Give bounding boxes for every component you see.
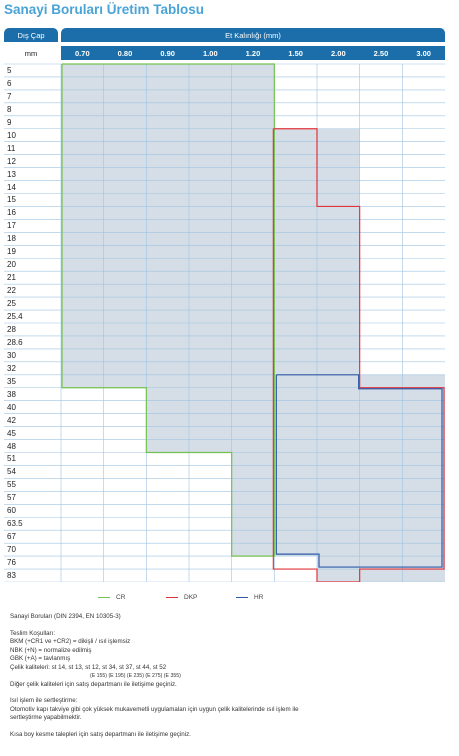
other-grades-note: Diğer çelik kaliteleri için satış depart… bbox=[10, 680, 177, 688]
column-header: 1.00 bbox=[203, 48, 218, 58]
unit-header: mm bbox=[24, 48, 38, 58]
grades-sub-note: (E 155) (E 195) (E 235) (E 275) (E 355) bbox=[90, 673, 181, 679]
legend-dkp-label: DKP bbox=[184, 594, 198, 601]
legend-dkp-swatch bbox=[166, 597, 178, 598]
hr-outline bbox=[275, 374, 443, 568]
row-label: 21 bbox=[7, 273, 16, 283]
row-label: 40 bbox=[7, 402, 16, 412]
legend-cr-label: CR bbox=[116, 594, 126, 601]
legend-cr-swatch bbox=[98, 597, 110, 598]
row-label: 83 bbox=[7, 571, 16, 581]
row-label: 14 bbox=[7, 182, 16, 192]
row-label: 32 bbox=[7, 363, 16, 373]
page-title: Sanayi Boruları Üretim Tablosu bbox=[4, 2, 205, 17]
heat-line-2: sertleştirme yapabilmektir. bbox=[10, 714, 82, 721]
nbk-note: NBK (+N) = normalize edilmiş bbox=[10, 646, 92, 654]
row-label: 9 bbox=[7, 117, 12, 127]
row-label: 48 bbox=[7, 441, 16, 451]
outer-diameter-header: Dış Çap bbox=[4, 28, 58, 42]
row-label: 63.5 bbox=[7, 519, 23, 529]
row-label: 13 bbox=[7, 169, 16, 179]
table-grid bbox=[4, 46, 445, 582]
row-label: 5 bbox=[7, 65, 12, 75]
row-label: 10 bbox=[7, 130, 16, 140]
delivery-title: Teslim Koşulları: bbox=[10, 629, 56, 637]
row-label: 6 bbox=[7, 78, 12, 88]
row-label: 7 bbox=[7, 91, 12, 101]
thickness-header: Et Kalınlığı (mm) bbox=[61, 28, 445, 42]
heat-line-1: Otomotiv kapı takviye gibi çok yüksek mu… bbox=[10, 705, 299, 713]
gbk-note: GBK (+A) = tavlanmış bbox=[10, 655, 71, 662]
legend-cr: CR bbox=[98, 594, 125, 601]
column-header: 0.70 bbox=[75, 48, 90, 58]
dkp-outline bbox=[272, 128, 445, 582]
production-table: Dış Çap Et Kalınlığı (mm) mm 0.70 0.80 0.9… bbox=[4, 28, 445, 582]
row-label: 70 bbox=[7, 545, 16, 555]
legend: CR DKP HR bbox=[4, 594, 445, 606]
row-label: 76 bbox=[7, 558, 16, 568]
heat-title: Isıl işlem ile sertleştirme: bbox=[10, 697, 78, 704]
availability-fill bbox=[274, 128, 317, 557]
row-label: 19 bbox=[7, 247, 16, 257]
row-label: 45 bbox=[7, 428, 16, 438]
row-label: 57 bbox=[7, 493, 16, 503]
row-label: 25.4 bbox=[7, 312, 23, 322]
column-header: 2.50 bbox=[373, 48, 389, 58]
grades-note: Çelik kaliteleri: st 14, st 13, st 12, s… bbox=[10, 663, 167, 671]
row-label: 42 bbox=[7, 415, 16, 425]
row-label: 20 bbox=[7, 260, 16, 270]
row-label: 15 bbox=[7, 195, 16, 205]
row-label: 18 bbox=[7, 234, 16, 244]
column-header-bar bbox=[61, 46, 445, 60]
standard-note: Sanayi Boruları (DIN 2394, EN 10305-3) bbox=[10, 613, 121, 620]
row-label: 38 bbox=[7, 389, 16, 399]
legend-hr: HR bbox=[236, 594, 263, 601]
short-cut-note: Kısa boy kesme talepleri için satış depa… bbox=[10, 730, 191, 738]
row-label: 17 bbox=[7, 221, 16, 231]
row-label: 30 bbox=[7, 350, 16, 360]
row-label: 12 bbox=[7, 156, 16, 166]
legend-hr-label: HR bbox=[254, 594, 264, 601]
row-label: 16 bbox=[7, 208, 16, 218]
row-label: 8 bbox=[7, 104, 12, 114]
legend-dkp: DKP bbox=[166, 594, 197, 601]
row-label: 22 bbox=[7, 286, 16, 296]
column-header: 2.00 bbox=[331, 48, 346, 58]
column-header: 1.20 bbox=[245, 48, 261, 58]
column-header: 1.50 bbox=[288, 48, 303, 58]
column-header: 0.90 bbox=[160, 48, 175, 58]
row-label: 28 bbox=[7, 324, 16, 334]
row-label: 28.6 bbox=[7, 337, 23, 347]
row-label: 60 bbox=[7, 506, 16, 516]
availability-fill bbox=[317, 128, 360, 582]
row-label: 51 bbox=[7, 454, 16, 464]
row-label: 55 bbox=[7, 480, 16, 490]
row-label: 54 bbox=[7, 467, 16, 477]
legend-hr-swatch bbox=[236, 597, 248, 598]
bkm-note: BKM (+CR1 ve +CR2) = dikişli / ısıl işle… bbox=[10, 638, 131, 645]
column-header: 0.80 bbox=[117, 48, 133, 58]
row-label: 35 bbox=[7, 376, 16, 386]
row-label: 11 bbox=[7, 143, 16, 153]
row-label: 67 bbox=[7, 532, 16, 542]
cr-outline bbox=[61, 63, 275, 557]
row-label: 25 bbox=[7, 299, 16, 309]
notes: Sanayi Boruları (DIN 2394, EN 10305-3) T… bbox=[10, 613, 440, 739]
column-header: 3.00 bbox=[416, 48, 431, 58]
availability-fill bbox=[146, 387, 275, 453]
availability-fill bbox=[61, 64, 275, 388]
